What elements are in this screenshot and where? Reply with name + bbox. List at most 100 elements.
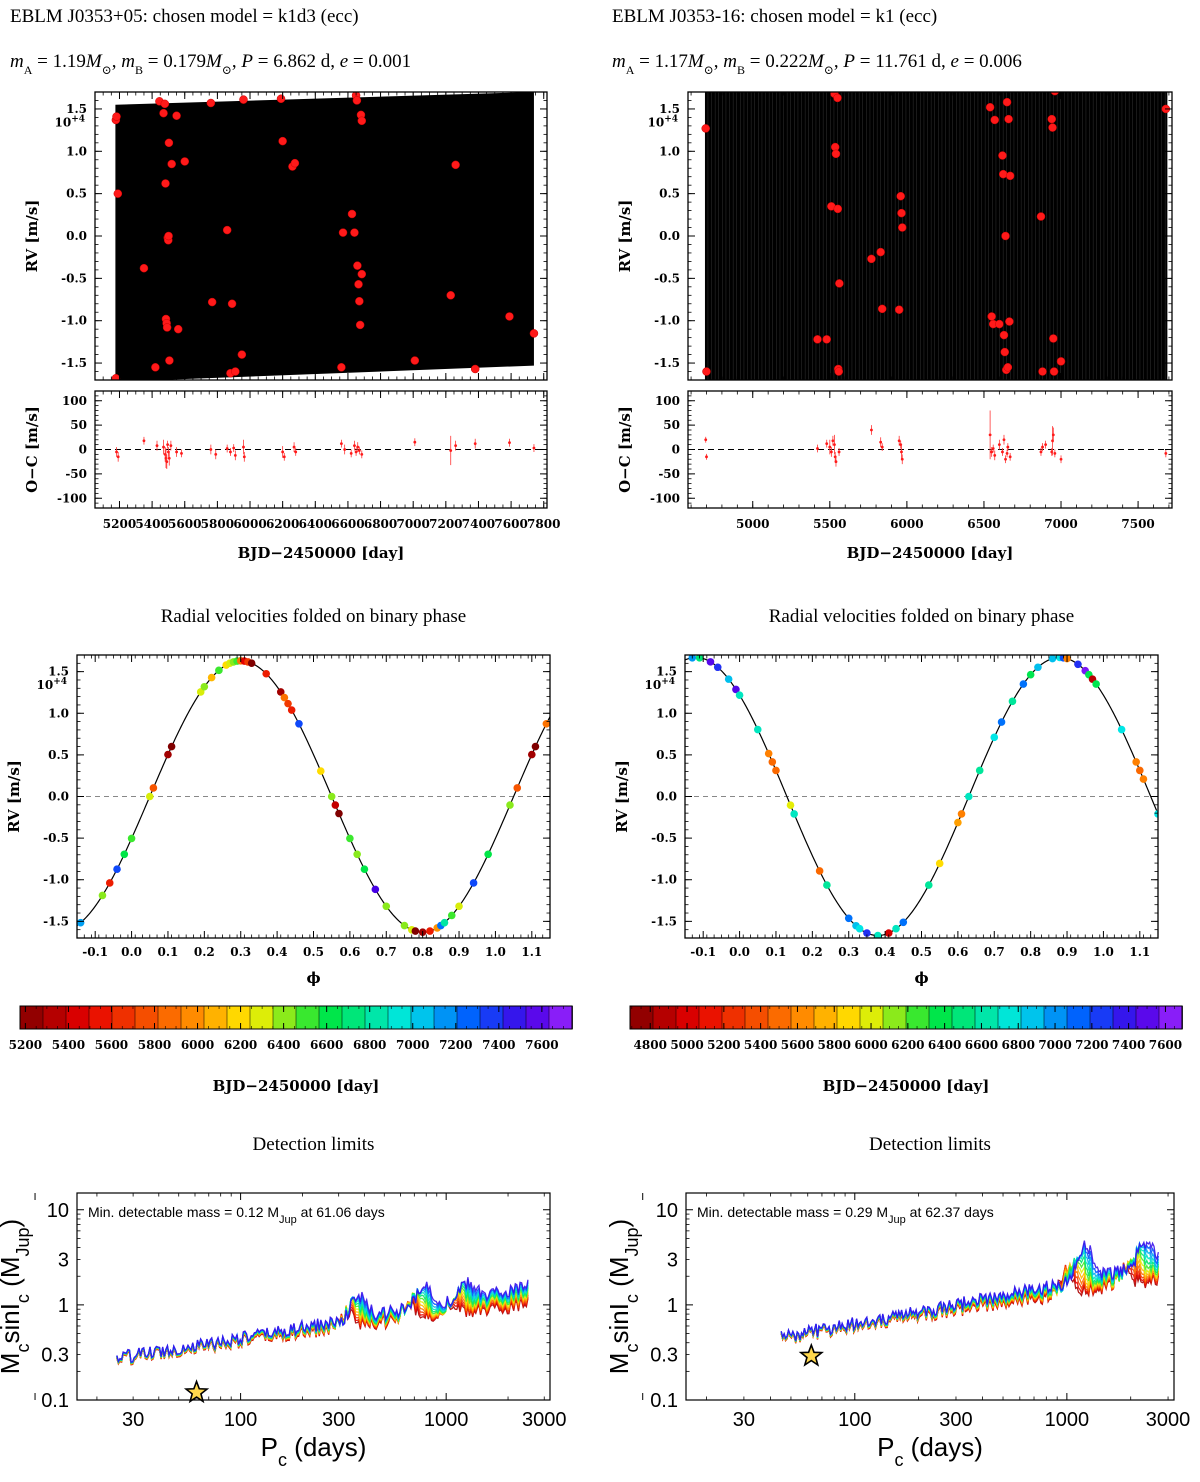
oc-residual-point [1059, 455, 1063, 464]
oc-residual-point [242, 439, 245, 455]
rv-y-multiplier: 10+4 [54, 114, 85, 129]
phase-x-tick-label: 0.9 [449, 945, 470, 959]
rv-data-point [112, 112, 121, 121]
fold-data-point [426, 927, 434, 935]
oc-residual-point [1004, 455, 1007, 464]
rv-data-point [451, 160, 460, 170]
detection-x-tick-label: 3000 [1146, 1409, 1191, 1431]
colorbar-tick-label: 7200 [439, 1038, 472, 1052]
oc-marker [997, 443, 1001, 447]
rv-data-point [833, 204, 843, 214]
detection-x-tick-label: 1000 [1045, 1409, 1090, 1431]
fold-data-point [706, 658, 715, 666]
colorbar-cell [134, 1005, 159, 1030]
rv-time-ticks [688, 91, 1172, 381]
rv-data-point [206, 98, 216, 108]
oc-y-tick-label: 0 [672, 443, 680, 457]
oc-residual-point [242, 451, 246, 462]
oc-marker [294, 450, 298, 454]
rv-data-point [1005, 317, 1014, 326]
time-x-tick-label: 5600 [168, 517, 201, 531]
rv-data-point [338, 228, 348, 237]
colorbar-cell [721, 1005, 746, 1030]
oc-residual-point [988, 410, 992, 460]
oc-residual-point [356, 442, 360, 452]
oc-marker [988, 433, 992, 437]
rv-y-tick-label: 0.5 [659, 187, 680, 201]
oc-marker [242, 445, 245, 449]
oc-marker [1006, 445, 1010, 449]
oc-marker [349, 452, 353, 455]
colorbar-cell [479, 1005, 504, 1030]
fold-data-point [1154, 810, 1158, 818]
oc-residual-point [292, 442, 296, 452]
detection-x-tick-label: 1000 [424, 1409, 469, 1431]
oc-marker [225, 447, 229, 450]
colorbar-tick-label: 6800 [1002, 1038, 1035, 1052]
colorbar-tick-label: 6200 [891, 1038, 924, 1052]
detection-curve [780, 1240, 1159, 1341]
colorbar-label: BJD−2450000 [day] [213, 1077, 380, 1095]
rv-data-point [702, 367, 711, 376]
colorbar-cell [951, 1005, 976, 1030]
colorbar-tick-label: 5600 [95, 1038, 128, 1052]
phase-x-tick-label: 1.1 [1129, 945, 1150, 959]
oc-residual-point [705, 453, 708, 460]
time-x-tick-label: 7400 [462, 517, 495, 531]
colorbar-tick-label: 5400 [744, 1038, 777, 1052]
time-x-tick-label: 6400 [299, 517, 332, 531]
oc-residual-point [833, 434, 836, 455]
rv-data-point [354, 280, 363, 289]
detection-curve [116, 1277, 529, 1363]
oc-residual-point [1039, 448, 1043, 456]
oc-residual-point [229, 448, 232, 456]
time-x-tick-label: 7000 [1044, 517, 1077, 531]
oc-residual-point [879, 437, 883, 448]
oc-marker [1051, 433, 1055, 437]
colorbar-cell [157, 1005, 182, 1030]
detection-y-tick-label: 1 [58, 1295, 69, 1317]
colorbar [629, 1005, 1183, 1030]
fold-data-point [1117, 725, 1126, 734]
min-detection-star-icon [183, 1379, 210, 1404]
oc-residual-point [232, 444, 236, 452]
oc-y-tick-label: 100 [62, 394, 87, 408]
detection-y-tick-label: 3 [667, 1249, 678, 1271]
rv-data-point [985, 102, 995, 112]
phase-x-tick-label: 0.3 [838, 945, 859, 959]
oc-residual-point [454, 440, 458, 451]
colorbar-cell [698, 1005, 723, 1030]
detection-y-tick-label: 1 [667, 1295, 678, 1317]
time-x-tick-label: 6200 [266, 517, 299, 531]
colorbar-cell [1020, 1005, 1045, 1030]
oc-marker [1041, 445, 1044, 449]
colorbar-tick-label: 5800 [138, 1038, 171, 1052]
detection-y-axis-label: McsinIc (MJup) [604, 1219, 642, 1374]
oc-y-tick-label: 100 [655, 394, 680, 408]
colorbar-tick-label: 7000 [1038, 1038, 1071, 1052]
oc-marker [354, 450, 358, 454]
rv-data-point [877, 304, 887, 314]
rv-y-tick-label: -0.5 [61, 271, 87, 285]
colorbar-tick-label: 6000 [854, 1038, 887, 1052]
phase-x-tick-label: 0.9 [1057, 945, 1078, 959]
rv-data-point [139, 263, 149, 273]
oc-ticks [94, 391, 547, 508]
fold-data-point [105, 879, 114, 887]
time-x-tick-label: 7000 [396, 517, 429, 531]
oc-marker [142, 439, 146, 443]
rv-data-point [290, 158, 300, 168]
detection-y-axis-label: McsinIc (MJup) [0, 1219, 33, 1374]
rv-data-point [161, 179, 170, 188]
rv-data-point [701, 124, 710, 133]
rv-data-point [1005, 171, 1015, 181]
fold-data-point [120, 850, 129, 859]
colorbar-cell [548, 1005, 573, 1030]
oc-marker [169, 444, 173, 447]
oc-marker [900, 450, 903, 454]
fold-data-point [863, 929, 871, 937]
rv-y-tick-label: 1.0 [659, 144, 680, 158]
oc-residual-point [870, 425, 873, 435]
oc-residual-point [169, 440, 173, 451]
